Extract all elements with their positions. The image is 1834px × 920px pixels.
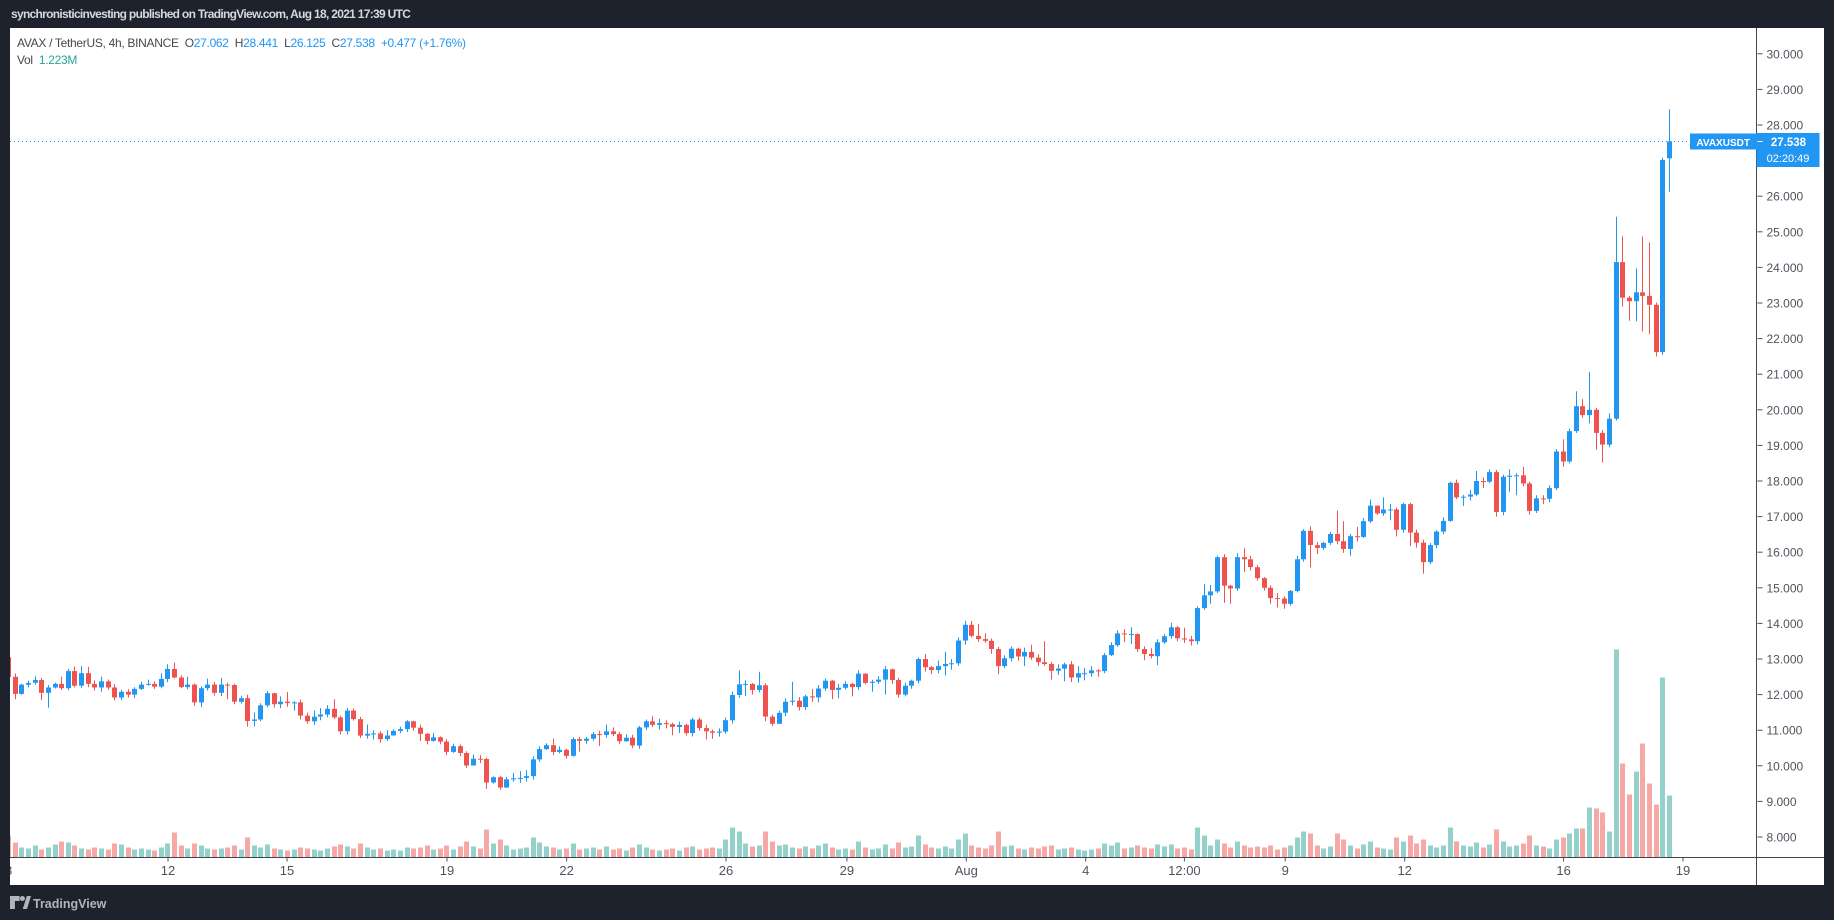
svg-text:22.000: 22.000: [1767, 332, 1804, 346]
svg-text:8.000: 8.000: [1767, 831, 1797, 845]
svg-text:15: 15: [280, 863, 294, 878]
svg-text:17.000: 17.000: [1767, 510, 1804, 524]
svg-text:30.000: 30.000: [1767, 47, 1804, 61]
svg-text:9: 9: [1282, 863, 1289, 878]
svg-text:22: 22: [559, 863, 573, 878]
svg-text:12.000: 12.000: [1767, 688, 1804, 702]
svg-text:28.000: 28.000: [1767, 119, 1804, 133]
svg-text:02:20:49: 02:20:49: [1767, 153, 1810, 165]
svg-text:4: 4: [1082, 863, 1089, 878]
svg-text:16.000: 16.000: [1767, 546, 1804, 560]
svg-text:12:00: 12:00: [1168, 863, 1201, 878]
svg-text:21.000: 21.000: [1767, 368, 1804, 382]
svg-text:8: 8: [10, 863, 12, 878]
svg-text:15.000: 15.000: [1767, 581, 1804, 595]
svg-text:29.000: 29.000: [1767, 83, 1804, 97]
svg-text:23.000: 23.000: [1767, 297, 1804, 311]
svg-text:24.000: 24.000: [1767, 261, 1804, 275]
svg-text:26: 26: [719, 863, 733, 878]
svg-text:18.000: 18.000: [1767, 475, 1804, 489]
svg-text:13.000: 13.000: [1767, 653, 1804, 667]
svg-text:16: 16: [1556, 863, 1570, 878]
svg-text:11.000: 11.000: [1767, 724, 1803, 738]
svg-text:12: 12: [161, 863, 175, 878]
svg-text:19: 19: [1676, 863, 1690, 878]
svg-text:20.000: 20.000: [1767, 403, 1804, 417]
svg-text:19: 19: [440, 863, 454, 878]
svg-text:27.538: 27.538: [1771, 137, 1807, 149]
svg-text:12: 12: [1397, 863, 1411, 878]
svg-text:25.000: 25.000: [1767, 225, 1804, 239]
svg-text:14.000: 14.000: [1767, 617, 1804, 631]
svg-text:AVAXUSDT: AVAXUSDT: [1696, 138, 1750, 149]
svg-text:29: 29: [840, 863, 854, 878]
svg-text:10.000: 10.000: [1767, 759, 1804, 773]
svg-text:26.000: 26.000: [1767, 190, 1804, 204]
svg-text:Aug: Aug: [955, 863, 978, 878]
svg-text:9.000: 9.000: [1767, 795, 1797, 809]
svg-text:19.000: 19.000: [1767, 439, 1804, 453]
